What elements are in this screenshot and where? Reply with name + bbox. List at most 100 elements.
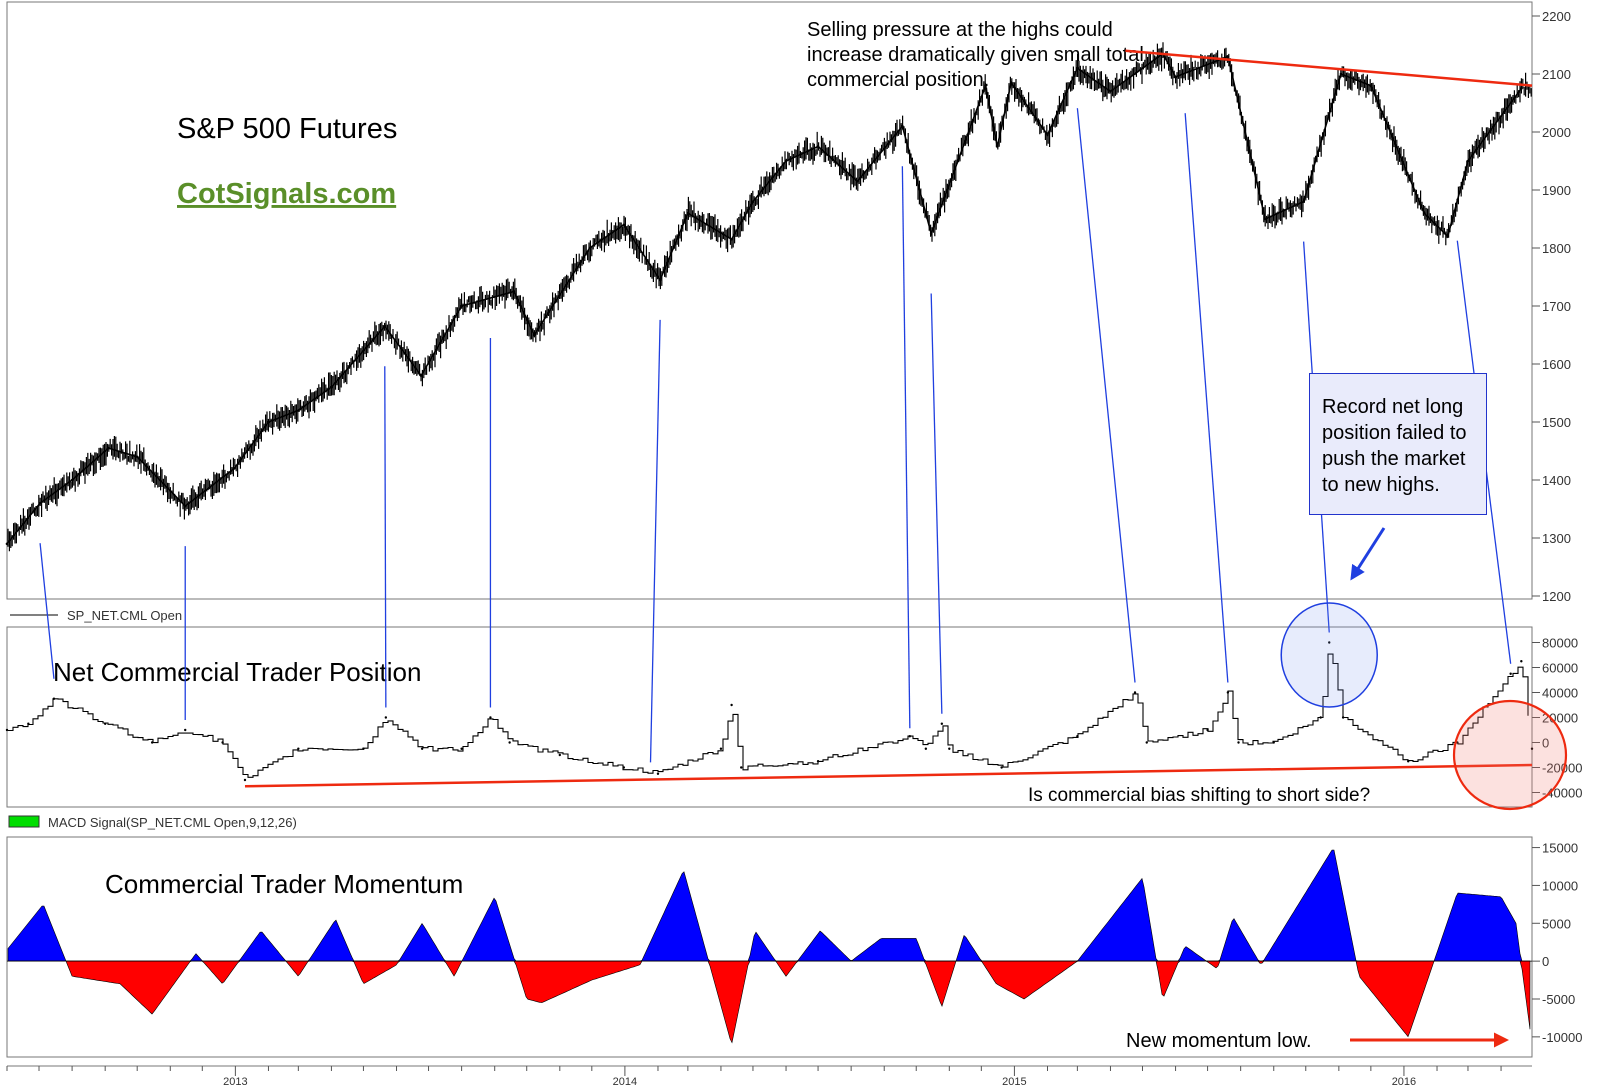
position-point xyxy=(1272,741,1275,744)
position-point xyxy=(1000,766,1003,769)
momentum-panel-frame xyxy=(6,836,1533,1058)
y-tick-label: 1200 xyxy=(1542,589,1571,604)
position-series-group xyxy=(5,641,1534,782)
price-point xyxy=(588,246,591,250)
callout-line-3: push the market xyxy=(1322,448,1466,470)
short-bias-circle xyxy=(1452,699,1568,811)
price-point xyxy=(1226,55,1230,58)
record-long-circle xyxy=(1280,602,1378,708)
price-point xyxy=(70,478,74,482)
position-point xyxy=(103,722,107,725)
y-tick-label: 20000 xyxy=(1542,711,1578,726)
price-point xyxy=(135,455,139,459)
divergence-line xyxy=(901,166,911,729)
position-point xyxy=(150,741,154,744)
price-point xyxy=(512,290,516,293)
price-y-ticks: 1200 1300 1400 1500 1600 1700 1800 1900 2000 2100… xyxy=(1532,9,1571,604)
momentum-low-annotation: New momentum low. xyxy=(1126,1030,1312,1052)
price-point xyxy=(1446,235,1449,238)
price-point xyxy=(1076,66,1079,70)
position-point xyxy=(460,747,463,750)
cotsignals-link[interactable]: CotSignals.com xyxy=(177,178,396,210)
price-point xyxy=(183,504,187,508)
price-point xyxy=(730,238,733,241)
short-bias-annotation: Is commercial bias shifting to short sid… xyxy=(1028,785,1370,806)
position-point xyxy=(1319,716,1322,719)
selling-pressure-annotation: Selling pressure at the highs could incr… xyxy=(807,19,1149,91)
position-point xyxy=(656,772,660,775)
position-point xyxy=(1076,735,1079,738)
price-point xyxy=(107,446,110,450)
position-point xyxy=(558,753,561,757)
price-point xyxy=(233,467,236,470)
y-tick-label: 5000 xyxy=(1542,916,1571,931)
y-tick-label: -5000 xyxy=(1542,992,1575,1007)
position-point xyxy=(52,697,56,700)
position-point xyxy=(1226,691,1230,694)
annotation-line-3: commercial position. xyxy=(807,69,989,91)
position-point xyxy=(184,728,187,732)
price-point xyxy=(297,409,300,412)
y-tick-label: 15000 xyxy=(1542,841,1578,856)
divergence-line xyxy=(649,319,661,763)
price-point xyxy=(532,333,536,337)
y-tick-label: 1400 xyxy=(1542,473,1571,488)
x-tick-label: 2014 xyxy=(613,1076,637,1088)
position-point xyxy=(1407,760,1410,763)
position-title: Net Commercial Trader Position xyxy=(53,657,421,687)
momentum-title: Commercial Trader Momentum xyxy=(105,869,463,899)
price-point xyxy=(816,145,820,148)
annotation-line-2: increase dramatically given small total xyxy=(807,44,1144,66)
price-point xyxy=(622,223,626,227)
price-point xyxy=(784,159,788,163)
y-tick-label: 1600 xyxy=(1542,357,1571,372)
position-point xyxy=(1328,641,1331,644)
position-point xyxy=(1509,672,1512,675)
price-point xyxy=(419,374,423,377)
callout-line-2: position failed to xyxy=(1322,422,1467,444)
position-point xyxy=(362,747,365,750)
price-point xyxy=(1466,159,1470,163)
price-point xyxy=(5,542,9,546)
position-point xyxy=(719,747,723,750)
position-point xyxy=(221,741,224,744)
position-point xyxy=(384,716,388,719)
x-tick-label: 2015 xyxy=(1002,1076,1026,1088)
position-point xyxy=(1341,716,1345,719)
position-point xyxy=(1237,741,1240,744)
price-panel-frame xyxy=(6,1,1533,600)
support-trend-line xyxy=(244,763,1533,788)
price-point xyxy=(267,420,270,424)
callout-line-4: to new highs. xyxy=(1322,474,1440,496)
divergence-line xyxy=(1076,108,1136,683)
y-tick-label: 0 xyxy=(1542,736,1549,751)
annotation-line-1: Selling pressure at the highs could xyxy=(807,19,1113,41)
price-point xyxy=(901,124,904,128)
price-point xyxy=(1422,211,1426,215)
position-point xyxy=(816,760,820,763)
position-point xyxy=(1145,741,1148,744)
y-tick-label: 0 xyxy=(1542,954,1549,969)
position-point xyxy=(27,722,30,725)
position-point xyxy=(1206,728,1209,732)
callout-arrow xyxy=(1350,527,1386,581)
price-point xyxy=(1369,84,1373,87)
price-point xyxy=(1174,75,1177,79)
momentum-legend-label: MACD Signal(SP_NET.CML Open,9,12,26) xyxy=(48,815,297,830)
price-point xyxy=(1520,87,1523,90)
price-point xyxy=(330,385,333,389)
price-title: S&P 500 Futures xyxy=(177,113,397,145)
record-long-callout: Record net long position failed to push … xyxy=(1309,373,1487,515)
position-point xyxy=(508,741,511,744)
callout-line-1: Record net long xyxy=(1322,396,1464,418)
y-tick-label: 60000 xyxy=(1542,661,1578,676)
y-tick-label: 2200 xyxy=(1542,9,1571,24)
momentum-y-ticks: -10000 -5000 0 5000 10000 15000 xyxy=(1532,841,1582,1045)
x-axis-ticks: 2013 2014 2015 2016 xyxy=(6,1066,1502,1088)
y-tick-label: 2000 xyxy=(1542,125,1571,140)
divergence-line xyxy=(39,543,55,679)
position-point xyxy=(489,716,492,719)
resistance-trend-line xyxy=(1125,49,1533,87)
position-point xyxy=(1530,747,1534,750)
position-line xyxy=(8,653,1529,778)
